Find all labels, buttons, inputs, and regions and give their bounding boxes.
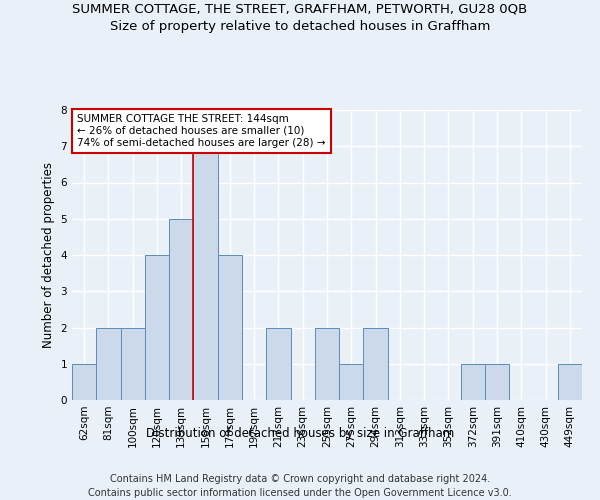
- Bar: [364, 328, 388, 400]
- Bar: [121, 328, 145, 400]
- Bar: [169, 219, 193, 400]
- Bar: [96, 328, 121, 400]
- Bar: [558, 364, 582, 400]
- Bar: [315, 328, 339, 400]
- Bar: [218, 255, 242, 400]
- Bar: [485, 364, 509, 400]
- Text: SUMMER COTTAGE, THE STREET, GRAFFHAM, PETWORTH, GU28 0QB: SUMMER COTTAGE, THE STREET, GRAFFHAM, PE…: [73, 2, 527, 16]
- Text: Contains HM Land Registry data © Crown copyright and database right 2024.
Contai: Contains HM Land Registry data © Crown c…: [88, 474, 512, 498]
- Text: SUMMER COTTAGE THE STREET: 144sqm
← 26% of detached houses are smaller (10)
74% : SUMMER COTTAGE THE STREET: 144sqm ← 26% …: [77, 114, 326, 148]
- Y-axis label: Number of detached properties: Number of detached properties: [42, 162, 55, 348]
- Bar: [266, 328, 290, 400]
- Bar: [72, 364, 96, 400]
- Text: Distribution of detached houses by size in Graffham: Distribution of detached houses by size …: [146, 428, 454, 440]
- Bar: [145, 255, 169, 400]
- Bar: [339, 364, 364, 400]
- Bar: [461, 364, 485, 400]
- Text: Size of property relative to detached houses in Graffham: Size of property relative to detached ho…: [110, 20, 490, 33]
- Bar: [193, 146, 218, 400]
